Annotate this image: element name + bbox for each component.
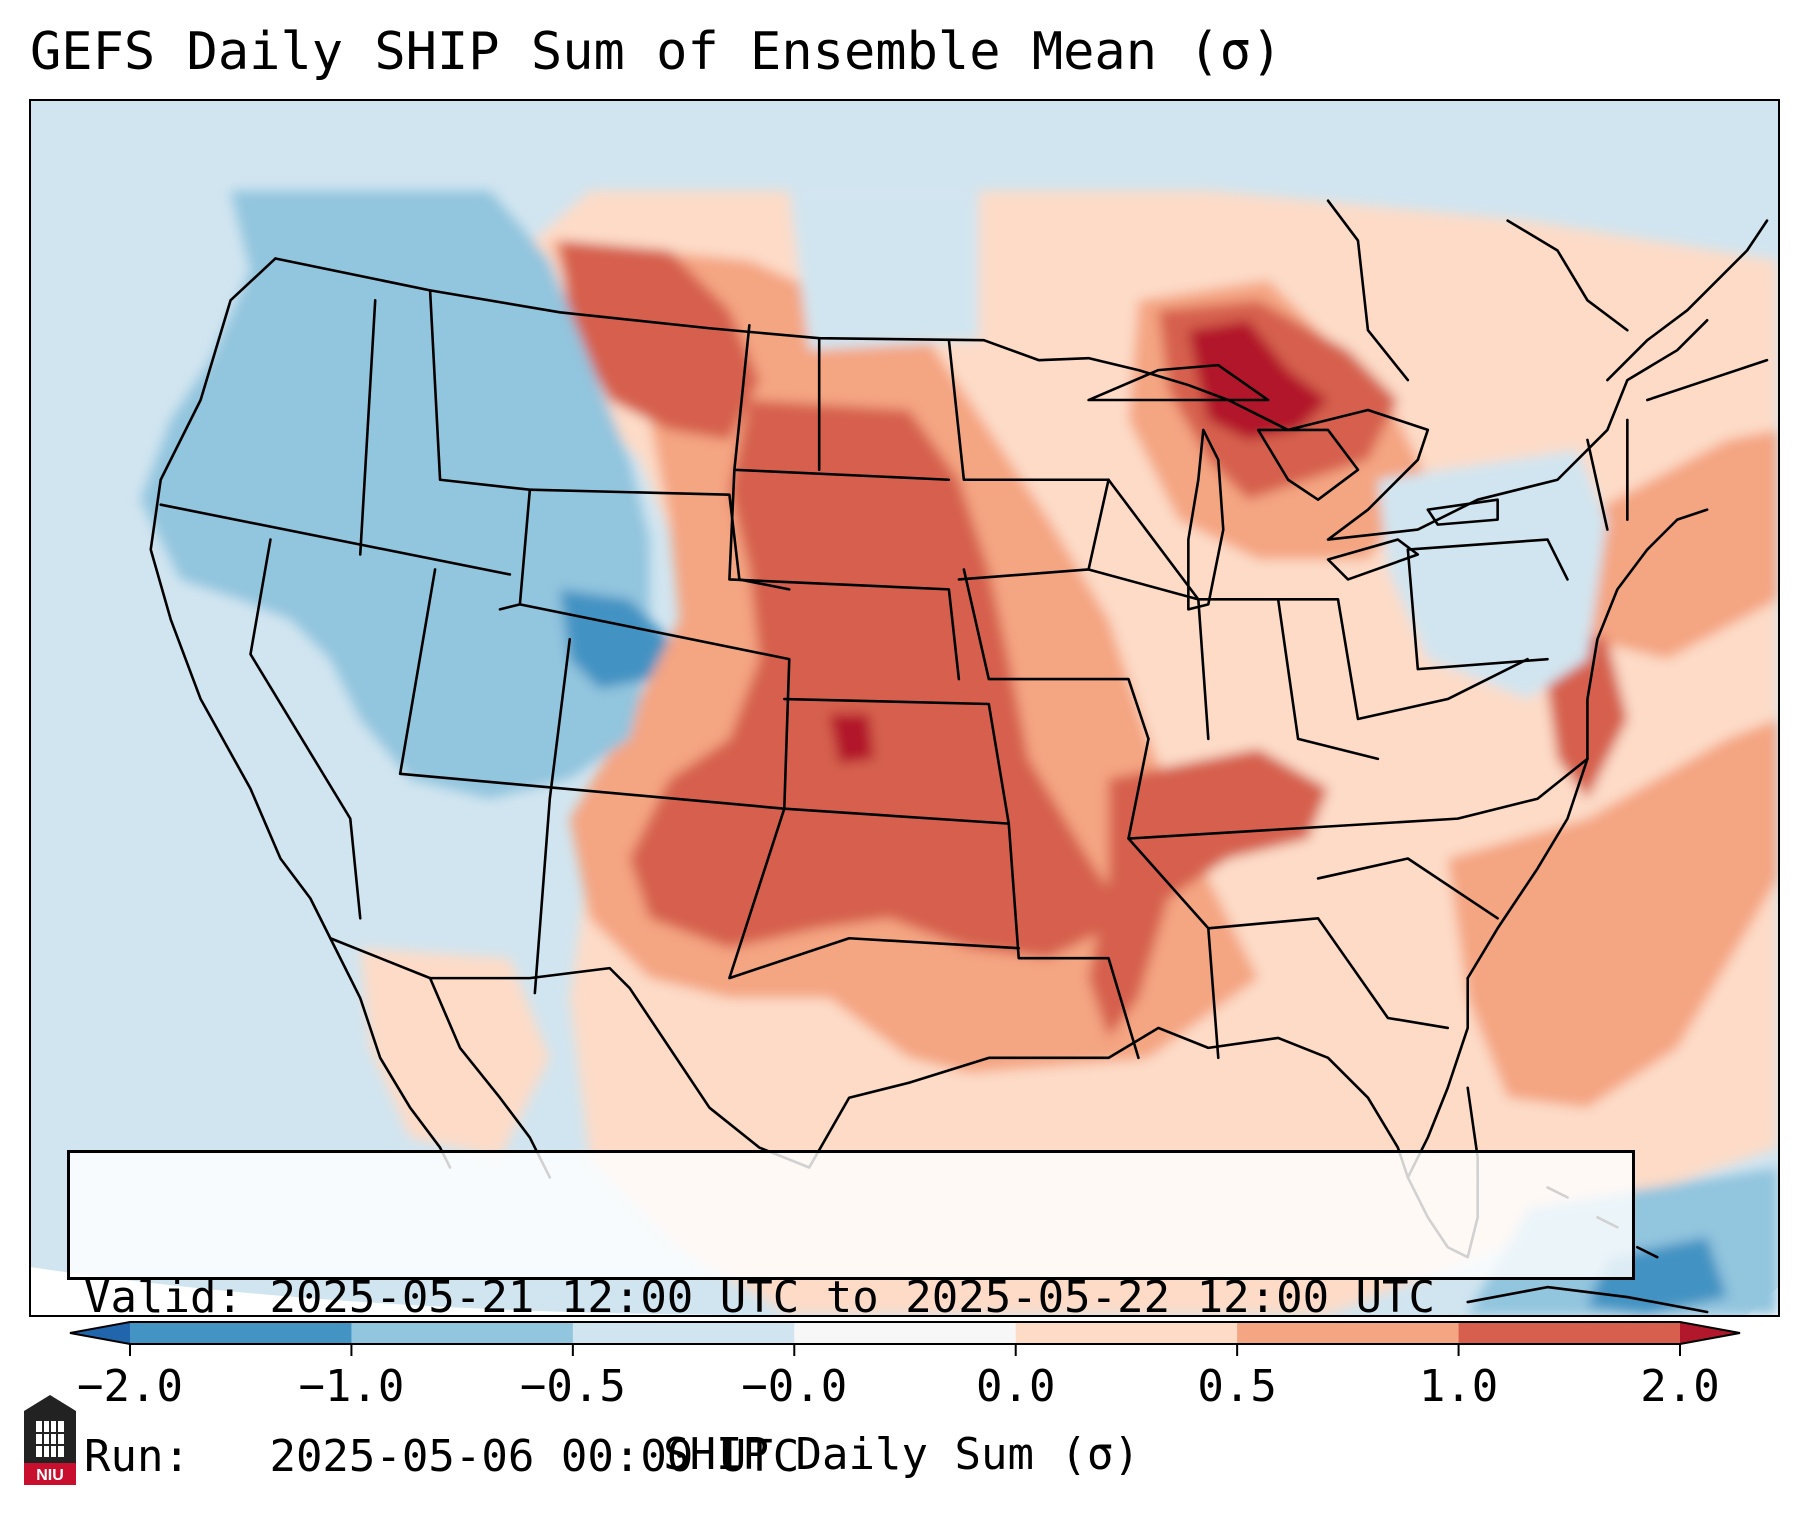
state-line-9 — [533, 637, 572, 995]
colorbar-under-extension — [70, 1322, 130, 1344]
anomaly-region-light-blue-dakota — [789, 190, 979, 351]
canada-north-1 — [1506, 219, 1629, 332]
anomaly-map — [31, 101, 1778, 1315]
valid-range: 2025-05-21 12:00 UTC to 2025-05-22 12:00… — [269, 1272, 1436, 1323]
colorbar-graphic — [69, 1321, 1741, 1356]
state-line-12 — [782, 697, 1011, 825]
state-line-23 — [1276, 598, 1529, 721]
anomaly-shading — [140, 190, 1778, 1315]
anomaly-region-blue-atlantic — [1377, 449, 1608, 700]
anomaly-region-red-northern-rockies — [559, 240, 760, 440]
state-line-26 — [1316, 857, 1499, 920]
state-line-13 — [728, 807, 1021, 980]
run-line: Run: 2025-05-06 00:00 UTC — [84, 1430, 1618, 1483]
colorbar-tick-label: 0.0 — [975, 1361, 1056, 1412]
anomaly-region-red-central-plains — [629, 400, 1129, 959]
anomaly-core-great-lakes — [1188, 320, 1329, 440]
colorbar-tick-label: 0.5 — [1197, 1361, 1277, 1412]
valid-line: Valid: 2025-05-21 12:00 UTC to 2025-05-2… — [84, 1271, 1618, 1324]
map-panel — [29, 99, 1780, 1317]
run-label: Run: — [84, 1431, 190, 1482]
hudson-area — [1326, 199, 1410, 382]
colorbar-tick-label: 1.0 — [1418, 1361, 1499, 1412]
anomaly-region-blue-colorado-core — [559, 589, 670, 690]
colorbar-tick-label: −1.0 — [298, 1361, 405, 1412]
anomaly-region-blue-west — [140, 190, 650, 799]
canada-east-2 — [1646, 358, 1769, 402]
anomaly-region-orange-southeast — [1447, 718, 1778, 1108]
lake-ontario — [1426, 498, 1499, 526]
colorbar-segment — [572, 1322, 795, 1344]
state-line-16 — [962, 568, 1150, 741]
political-boundaries — [149, 199, 1769, 1314]
colorbar-tick-label: −0.0 — [741, 1361, 848, 1412]
state-line-24 — [1406, 548, 1549, 671]
colorbar-label: SHIP Daily Sum (σ) — [663, 1429, 1140, 1480]
lake-superior — [1087, 363, 1270, 402]
state-line-11 — [728, 468, 961, 681]
colorbar-tick-label: −2.0 — [77, 1361, 183, 1412]
anomaly-region-orange-atlantic — [1577, 429, 1778, 660]
colorbar-segment — [1015, 1322, 1238, 1344]
state-line-6 — [528, 488, 791, 591]
chart-title: GEFS Daily SHIP Sum of Ensemble Mean (σ) — [30, 22, 1283, 82]
lake-huron — [1256, 428, 1360, 501]
state-line-22 — [1197, 598, 1380, 761]
niu-logo: NIU — [24, 1395, 76, 1485]
off-domain-area — [31, 1267, 730, 1315]
run-time: 2025-05-06 00:00 UTC — [269, 1431, 800, 1482]
colorbar — [69, 1321, 1741, 1356]
state-line-25 — [1406, 538, 1569, 581]
valid-label: Valid: — [84, 1272, 243, 1323]
state-line-19 — [1127, 757, 1589, 840]
state-line-4 — [249, 538, 362, 920]
canada-east-1 — [1606, 219, 1769, 382]
state-line-27 — [1087, 568, 1200, 601]
colorbar-tick-label: 2.0 — [1640, 1361, 1720, 1412]
us-canada-border — [274, 257, 1709, 541]
state-line-17 — [1007, 822, 1140, 1060]
us-mexico-border — [329, 936, 911, 1169]
anomaly-region-red-tennessee — [1088, 748, 1329, 1038]
bahamas-3 — [1636, 1245, 1659, 1259]
state-line-28 — [1586, 438, 1609, 531]
state-line-1 — [159, 503, 512, 576]
colorbar-tick-label: −0.5 — [519, 1361, 626, 1412]
valid-run-info-box: Valid: 2025-05-21 12:00 UTC to 2025-05-2… — [67, 1150, 1635, 1482]
state-line-20 — [1207, 917, 1450, 1030]
colorbar-segment — [130, 1322, 352, 1344]
state-line-18 — [1127, 737, 1220, 1060]
colorbar-over-extension — [1680, 1322, 1740, 1344]
colorbar-segment — [794, 1322, 1017, 1344]
lake-erie — [1326, 538, 1420, 581]
us-west-coast — [149, 257, 332, 940]
colorbar-segment — [1237, 1322, 1460, 1344]
us-east-coast — [1466, 508, 1709, 980]
state-line-2 — [358, 299, 377, 556]
logo-text: NIU — [36, 1467, 64, 1484]
state-line-5 — [398, 568, 437, 776]
lake-michigan — [1187, 428, 1225, 611]
colorbar-segment — [1458, 1322, 1681, 1344]
anomaly-core-oklahoma — [829, 713, 875, 764]
colorbar-segment — [351, 1322, 574, 1344]
cuba — [1466, 1285, 1709, 1314]
us-gulf-coast — [907, 976, 1470, 1179]
state-line-7 — [518, 603, 791, 810]
